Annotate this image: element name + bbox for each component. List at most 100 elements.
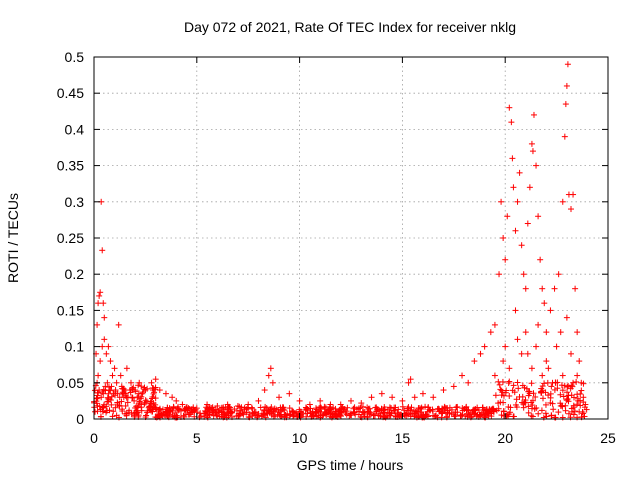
y-tick-label: 0.15 [57,302,84,318]
data-point [491,372,498,379]
data-point [567,350,574,357]
data-point [561,133,568,140]
y-tick-label: 0.1 [65,339,85,355]
data-point [234,402,241,409]
x-axis-label: GPS time / hours [297,457,404,473]
x-tick-label: 25 [600,430,616,446]
data-point [107,358,114,365]
data-point [95,372,102,379]
data-point [529,148,536,155]
data-point [506,104,513,111]
data-point [113,379,120,386]
data-point [105,343,112,350]
data-point [430,394,437,401]
data-point [131,397,138,404]
data-point [524,220,531,227]
data-point [99,247,106,254]
y-tick-label: 0.45 [57,85,84,101]
data-point [269,379,276,386]
data-point [95,300,102,307]
data-point [179,401,186,408]
data-point [518,242,525,249]
data-point [564,61,571,68]
data-point [535,213,542,220]
y-tick-label: 0.4 [65,121,85,137]
data-point [96,292,103,299]
data-points [91,61,590,421]
data-point [512,227,519,234]
chart-title: Day 072 of 2021, Rate Of TEC Index for r… [184,19,516,35]
data-point [169,394,176,401]
data-point [115,321,122,328]
data-point [528,140,535,147]
data-point [97,358,104,365]
data-point [559,198,566,205]
x-tick-label: 0 [90,430,98,446]
data-point [512,307,519,314]
data-point [162,390,169,397]
data-point [496,271,503,278]
data-point [528,365,535,372]
data-point [378,390,385,397]
data-point [543,329,550,336]
data-point [526,184,533,191]
data-point [123,365,130,372]
data-point [504,213,511,220]
data-point [557,329,564,336]
x-axis-tick-labels: 0 5 10 15 20 25 [90,430,616,446]
data-point [567,206,574,213]
data-point [286,390,293,397]
data-point [94,321,101,328]
data-point [541,300,548,307]
grid-lines [94,57,608,419]
data-point [545,365,552,372]
data-point [547,307,554,314]
y-tick-label: 0.3 [65,194,85,210]
data-point [487,329,494,336]
data-point [459,372,466,379]
data-point [100,300,107,307]
y-tick-label: 0.35 [57,158,84,174]
data-point [265,372,272,379]
data-point [535,321,542,328]
data-point [500,235,507,241]
data-point [572,285,579,292]
data-point [471,358,478,365]
data-point [551,285,558,292]
data-point [411,394,418,401]
data-point [518,350,525,357]
data-point [389,394,396,401]
data-point [97,289,104,296]
y-tick-label: 0.5 [65,49,85,65]
data-point [419,390,426,397]
data-point [109,372,116,379]
data-point [509,155,516,162]
data-point [574,372,581,379]
data-point [296,397,303,404]
data-point [508,119,515,126]
data-point [92,408,99,415]
data-point [570,191,577,198]
data-point [533,343,540,350]
data-point [562,101,569,108]
y-tick-label: 0 [76,411,84,427]
data-point [533,162,540,169]
data-point [539,372,546,379]
data-point [117,372,124,379]
data-point [563,314,570,321]
data-point [500,358,507,365]
baseline-point-band [91,378,590,421]
data-point [255,397,262,404]
data-point [477,350,484,357]
data-point [317,397,324,404]
data-point [576,358,583,365]
x-tick-label: 10 [292,430,308,446]
data-point [405,379,412,386]
data-point [214,402,221,409]
y-tick-label: 0.25 [57,230,84,246]
data-point [99,343,106,350]
data-point [524,350,531,357]
data-point [516,169,523,176]
data-point [450,383,457,390]
data-point [306,401,313,408]
